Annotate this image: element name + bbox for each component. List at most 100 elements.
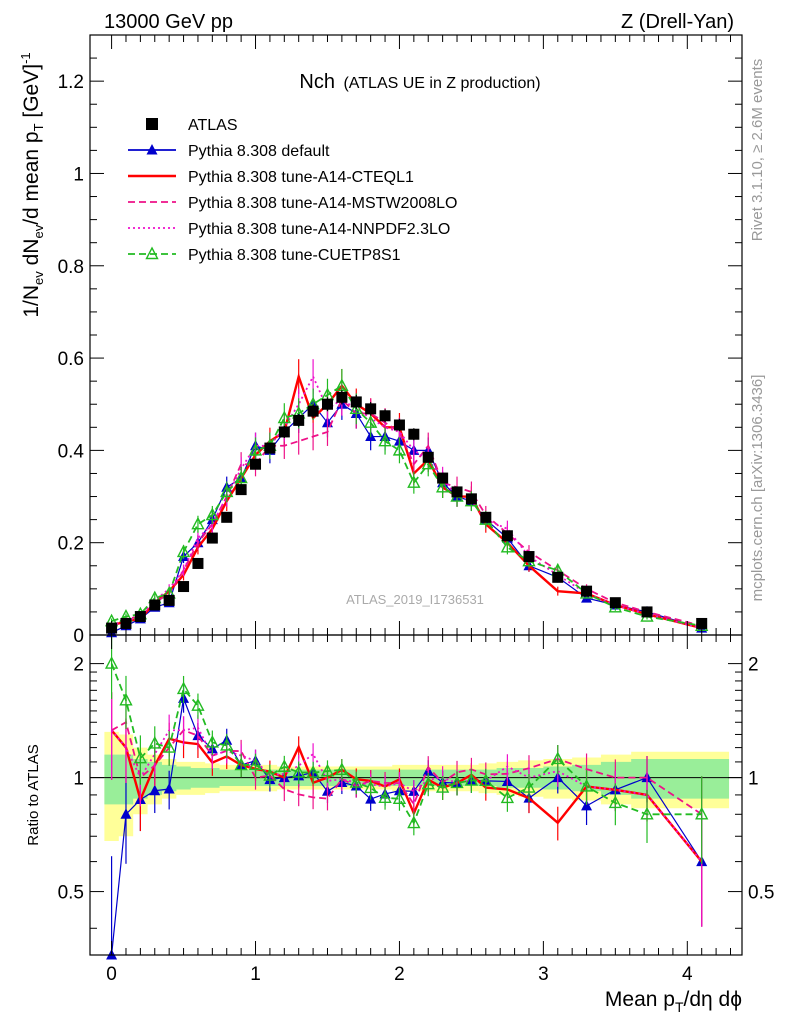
ratio-series-layer [104,635,709,960]
ratio-point [695,806,709,820]
ratio-point [364,780,378,794]
y-label-part-8: -1 [18,52,33,64]
ratio-point [148,735,162,749]
data-point [163,594,175,606]
data-point [248,442,263,456]
data-point [365,403,377,415]
y-tick-label: 1.2 [58,72,84,93]
y-tick-label: 0.8 [58,257,84,278]
ratio-point [349,775,363,788]
ratio-point [608,795,622,809]
ratio-point [306,765,320,778]
x-tick-label: 4 [682,964,693,985]
data-point [451,486,463,498]
rivet-version-label: Rivet 3.1.10, ≥ 2.6M events [749,59,766,242]
plot-title-main: Nch [299,71,335,93]
y-label-part-7: [GeV] [20,64,43,124]
data-point [523,551,535,563]
ratio-series-line [110,729,703,863]
x-label-part-2: T [675,999,684,1015]
legend-label: Pythia 8.308 tune-A14-MSTW2008LO [188,195,457,212]
data-point [465,493,477,505]
ratio-tick-label: 1 [73,769,84,790]
ratio-point [421,776,435,790]
y-axis-label: 1/Nev dNev/d mean pT [GeV]-1 [18,52,46,317]
data-point [437,472,449,484]
x-tick-label: 1 [250,964,261,985]
legend-entry: Pythia 8.308 tune-CUETP8S1 [128,246,401,264]
legend-marker [146,118,158,130]
y-label-part-2: ev [31,271,46,285]
plot-title-sub: (ATLAS UE in Z production) [343,75,540,92]
ratio-series-line [111,720,703,816]
ratio-tick-label: 2 [73,655,84,676]
data-point [191,516,205,530]
data-point [422,451,434,463]
data-point [379,410,391,422]
ratio-point [149,784,161,796]
y-label-part-1: 1/N [20,285,43,318]
ratio-point [191,698,205,711]
ratio-point [263,768,277,781]
data-point [178,581,190,593]
x-tick-label: 2 [394,964,405,985]
data-point [378,433,392,447]
data-point [264,442,276,454]
ratio-point [205,734,219,748]
ratio-point [292,764,306,778]
ratio-point [277,759,291,772]
data-point [307,405,319,417]
data-point [206,532,218,544]
data-point [221,511,233,523]
y-tick-label: 0.4 [58,441,85,462]
x-axis-label: Mean pT/dη dϕ [605,988,742,1015]
ratio-tick-label: 2 [748,655,759,676]
data-point [581,585,593,597]
data-point [205,507,219,521]
ratio-band-inner [104,754,730,805]
data-point [500,539,515,553]
y-tick-label: 0.6 [58,349,84,370]
data-point [149,599,161,611]
ratio-series-line [110,726,703,863]
legend-label: Pythia 8.308 tune-A14-CTEQL1 [188,169,414,186]
ratio-point [450,775,464,789]
series-line [111,403,702,634]
ratio-tick-label: 0.5 [748,883,774,904]
data-point [277,410,291,424]
ratio-plot-panel: 0 1 2 3 4 0.5 0.5 1 1 2 2 [58,634,774,985]
ratio-tick-label: 0.5 [58,883,84,904]
ratio-point [120,808,132,819]
data-point [435,479,450,493]
data-point [408,428,420,440]
main-series-layer [104,359,709,638]
legend-entry: Pythia 8.308 tune-A14-MSTW2008LO [128,195,457,212]
main-plot-panel: 0 0.2 0.4 0.6 0.8 1 1.2 [58,34,743,647]
y-tick-label: 1 [73,164,84,185]
data-point [234,470,248,484]
data-point [421,456,435,470]
ratio-axis-ticks: 0 1 2 3 4 0.5 0.5 1 1 2 2 [58,635,774,985]
data-point [392,442,407,456]
ratio-series-5 [104,635,709,864]
data-point [134,611,146,623]
series-line [111,384,702,627]
data-point [696,617,708,629]
legend: ATLAS Pythia 8.308 default Pythia 8.308 tu… [128,117,457,264]
data-point [501,530,513,542]
ratio-point [551,751,565,765]
data-point [220,484,234,498]
ratio-point [220,737,234,751]
ratio-point [248,757,263,770]
ratio-point [162,740,176,753]
data-point [480,511,492,523]
ratio-point [176,681,191,695]
y-label-part-5: /d mean p [20,131,43,224]
legend-marker [145,246,159,260]
ratio-point [119,692,133,706]
x-tick-label: 3 [538,964,549,985]
data-point [350,396,362,408]
legend-label: Pythia 8.308 tune-CUETP8S1 [188,247,401,264]
